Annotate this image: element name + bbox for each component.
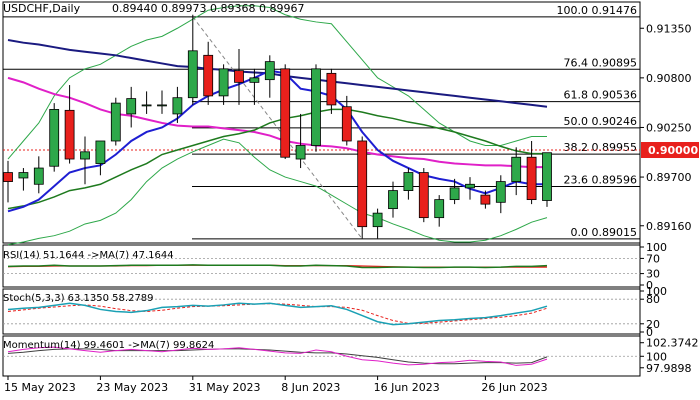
time-tick-label: 15 May 2023 [4,381,76,394]
bearish-candle [280,68,291,158]
bullish-candle [95,140,106,164]
indicator-tick-label: 70 [646,252,660,265]
bullish-candle [157,104,167,107]
price-tick-label: 0.89160 [646,220,692,233]
indicator-tick-label: 0 [646,279,653,292]
price-tick-label: 0.89700 [646,171,692,184]
indicator-tick-label: 20 [646,318,660,331]
current-price-tag [641,142,699,159]
panel-border [2,1,641,244]
price-tick-label: 0.91350 [646,22,692,35]
bullish-candle [172,97,183,115]
bullish-candle [33,167,44,185]
bullish-candle [311,68,321,146]
bullish-candle [187,50,198,99]
ohlc-readout: 0.89440 0.89973 0.89368 0.89967 [112,2,304,15]
price-tick-label: 0.90250 [646,121,692,134]
bullish-candle [18,172,29,179]
bearish-candle [418,172,429,219]
indicator-tick-label: 102.3742 [646,337,699,350]
indicator-tick-label: 0 [646,326,653,339]
bearish-candle [203,54,214,97]
bearish-candle [326,72,337,106]
bullish-candle [264,61,275,81]
time-tick-label: 26 Jun 2023 [481,381,547,394]
ma-slow-line [7,38,548,108]
indicator-tick-label: 100 [646,285,667,298]
bullish-candle [388,190,398,210]
bearish-candle [357,140,368,228]
stoch-k-line [7,302,548,326]
bullish-candle [511,156,522,182]
ma-fast-line [7,69,547,213]
bullish-candle [249,77,260,83]
momentum-line [7,346,548,366]
time-tick-label: 16 Jun 2023 [374,381,440,394]
bearish-candle [234,70,244,83]
fibonacci-level-label: 50.0 0.90246 [564,115,637,128]
time-tick-label: 8 Jun 2023 [281,381,340,394]
ma-magenta-line [7,76,547,169]
bearish-candle [3,172,13,182]
fibonacci-level-label: 38.2 0.89955 [564,141,637,154]
fibonacci-level-label: 0.0 0.89015 [571,226,637,239]
price-panel: 100.0 0.91476 76.4 0.90895 61.8 0.90536 50.… [3,4,699,246]
price-tick-label: 0.90800 [646,72,692,85]
stoch-title: Stoch(5,3,3) 63.1350 58.2789 [3,293,154,304]
bollinger-lower-band [7,138,548,246]
momentum-ma-line [7,348,548,365]
rsi-line [7,264,548,269]
bullish-candle [542,152,552,201]
bullish-candle [141,104,152,107]
bearish-candle [341,106,352,142]
indicator-tick-label: 100 [646,241,667,254]
current-price-label: 0.90000 [648,144,698,157]
fibonacci-level-label: 61.8 0.90536 [564,89,637,102]
bullish-candle [434,199,445,219]
rsi-title: RSI(14) 51.1644 ->MA(7) 47.1644 [3,250,174,261]
bullish-candle [495,181,506,203]
time-tick-label: 31 May 2023 [189,381,261,394]
bullish-candle [49,109,60,167]
indicator-tick-label: 97.9898 [646,362,692,375]
bullish-candle [372,212,383,228]
bullish-candle [465,183,475,189]
bearish-candle [526,156,537,201]
indicator-tick-label: 30 [646,268,660,281]
ma-green-line [7,108,547,210]
chart-title: USDCHF,Daily [3,2,81,15]
indicator-tick-label: 100 [646,350,667,363]
momentum-title: Momentum(14) 99.4601 ->MA(7) 99.8624 [3,340,214,351]
bullish-candle [403,172,414,191]
fibonacci-level-label: 100.0 0.91476 [557,4,637,17]
bullish-candle [295,145,306,160]
bullish-candle [449,187,460,201]
fibonacci-trendline [192,16,363,240]
bearish-candle [64,109,75,160]
fibonacci-level-label: 76.4 0.90895 [564,56,637,69]
bullish-candle [126,98,137,115]
bullish-candle [110,102,121,142]
time-axis: 15 May 2023 23 May 2023 31 May 2023 8 Jun 2… [4,376,548,394]
time-tick-label: 23 May 2023 [96,381,168,394]
bullish-candle [218,68,229,97]
fibonacci-level-label: 23.6 0.89596 [564,173,637,186]
indicator-tick-label: 80 [646,293,660,306]
bullish-candle [80,151,90,160]
bearish-candle [480,194,491,205]
